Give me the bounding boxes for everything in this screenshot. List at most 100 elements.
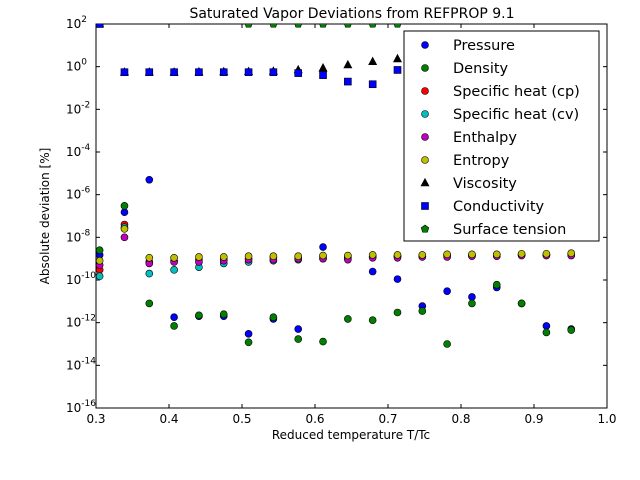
data-point: [145, 175, 154, 184]
y-tick-label: 10-4: [66, 143, 91, 159]
legend-marker: [421, 133, 429, 141]
data-point: [517, 299, 526, 308]
data-point: [96, 272, 104, 281]
y-tick-base: 10: [66, 188, 81, 202]
data-point: [170, 68, 178, 77]
chart-title: Saturated Vapor Deviations from REFPROP …: [189, 6, 514, 22]
data-point: [294, 335, 303, 343]
data-point: [244, 68, 253, 77]
data-point: [418, 307, 427, 315]
legend-entry: Enthalpy: [421, 130, 517, 146]
y-tick-exponent: -14: [81, 356, 96, 366]
data-point: [145, 68, 154, 77]
data-point: [269, 313, 278, 322]
legend-marker: [420, 224, 430, 233]
y-tick-label: 100: [66, 58, 87, 74]
data-point: [319, 24, 327, 28]
data-point: [294, 69, 303, 77]
data-point: [319, 337, 327, 346]
series-entropy: [96, 225, 576, 265]
legend-marker: [420, 177, 430, 187]
legend-label: Entropy: [453, 153, 510, 169]
data-point: [195, 311, 203, 320]
data-point: [344, 315, 352, 323]
data-point: [392, 53, 402, 63]
y-tick-exponent: -12: [81, 314, 96, 324]
data-point: [96, 246, 104, 254]
y-tick-base: 10: [66, 17, 81, 31]
data-series: [96, 24, 576, 348]
legend-box: [403, 30, 600, 242]
legend-entry: Density: [421, 61, 509, 77]
data-point: [542, 249, 551, 258]
x-tick-label: 1.0: [597, 412, 616, 426]
y-tick-exponent: -16: [81, 399, 96, 409]
y-tick-base: 10: [66, 60, 81, 74]
y-tick-base: 10: [66, 358, 81, 372]
data-point: [344, 77, 352, 86]
legend-marker: [421, 156, 429, 164]
legend-label: Density: [453, 61, 509, 77]
data-point: [443, 287, 451, 295]
data-point: [468, 299, 476, 308]
data-point: [269, 68, 278, 77]
data-point: [170, 253, 178, 262]
data-point: [319, 243, 327, 251]
data-point: [269, 24, 278, 28]
y-tick-base: 10: [66, 230, 81, 244]
series-surface-tension: [244, 24, 402, 28]
data-point: [170, 313, 178, 322]
data-point: [120, 202, 129, 210]
data-point: [145, 299, 154, 308]
data-point: [368, 80, 377, 89]
data-point: [393, 251, 402, 259]
data-point: [145, 253, 154, 262]
data-point: [418, 251, 427, 259]
legend-label: Viscosity: [453, 176, 517, 192]
series-conductivity: [96, 24, 402, 89]
data-point: [170, 266, 178, 274]
y-tick-exponent: -4: [81, 143, 90, 153]
data-point: [443, 340, 451, 348]
data-point: [294, 252, 303, 261]
y-tick-label: 10-8: [66, 228, 91, 244]
y-tick-label: 10-6: [66, 186, 91, 202]
legend-entry: Conductivity: [421, 199, 545, 215]
data-point: [368, 24, 377, 28]
data-point: [96, 256, 104, 265]
data-point: [344, 24, 352, 28]
x-axis: 0.3 0.4 0.5 0.6 0.7 0.8 0.9 1.0: [86, 24, 617, 426]
y-tick-base: 10: [66, 316, 81, 330]
x-tick-label: 0.5: [232, 412, 251, 426]
data-point: [393, 275, 402, 283]
data-point: [219, 253, 228, 261]
x-tick-label: 0.4: [159, 412, 178, 426]
data-point: [120, 208, 129, 217]
y-tick-exponent: 0: [81, 58, 87, 68]
data-point: [393, 66, 402, 74]
series-density: [96, 202, 576, 348]
legend-label: Conductivity: [453, 199, 545, 215]
data-point: [195, 68, 203, 77]
data-point: [344, 251, 352, 260]
x-tick-label: 0.9: [524, 412, 543, 426]
data-point: [294, 24, 302, 28]
legend-label: Pressure: [453, 38, 515, 54]
y-tick-base: 10: [66, 401, 81, 415]
data-point: [96, 24, 104, 28]
y-tick-base: 10: [66, 102, 81, 116]
data-point: [244, 24, 253, 28]
data-point: [244, 338, 253, 347]
y-tick-exponent: -2: [81, 100, 90, 110]
y-tick-base: 10: [66, 273, 81, 287]
legend-marker: [421, 64, 429, 72]
data-point: [517, 249, 526, 258]
data-point: [393, 24, 402, 28]
data-point: [443, 250, 451, 259]
data-point: [468, 293, 476, 301]
data-point: [542, 328, 551, 337]
data-point: [145, 269, 154, 278]
legend-entry: Viscosity: [420, 176, 517, 192]
legend-entry: Entropy: [421, 153, 510, 169]
